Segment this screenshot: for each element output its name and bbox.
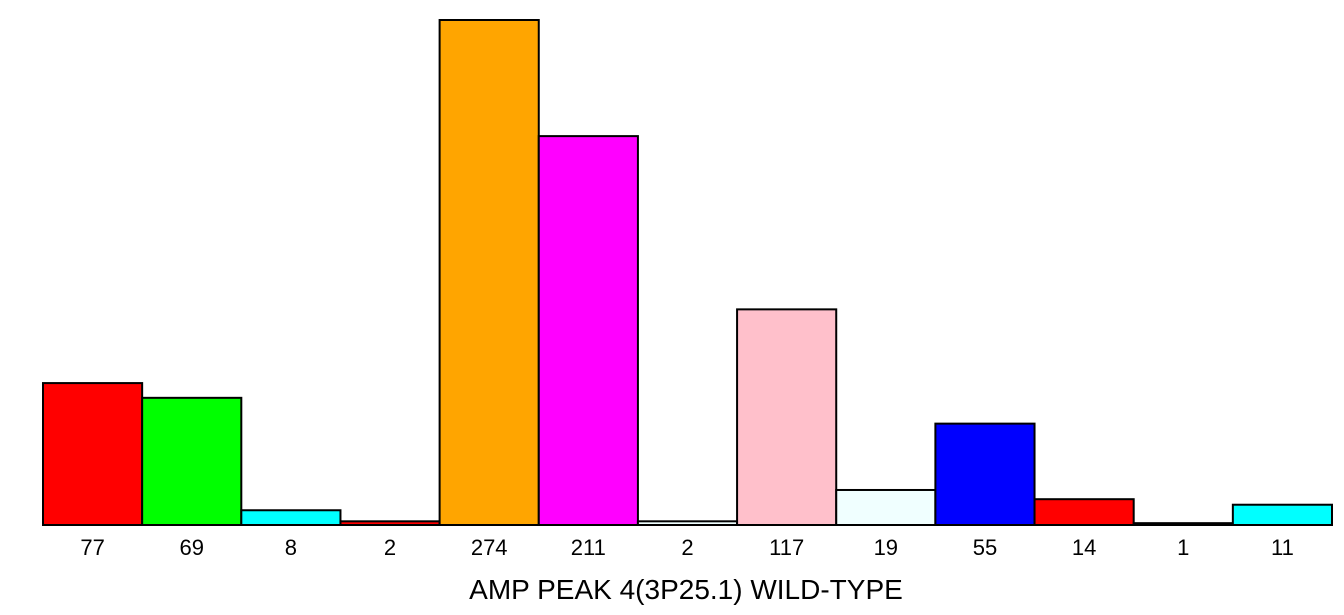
bar-label-8: 19	[874, 535, 898, 560]
bar-label-1: 69	[179, 535, 203, 560]
bar-label-12: 11	[1271, 535, 1294, 560]
bar-label-5: 211	[571, 535, 606, 560]
bar-0	[42, 382, 144, 527]
bar-8	[835, 488, 937, 526]
bar-4	[438, 19, 540, 526]
bar-10	[1033, 498, 1135, 527]
bar-11	[1132, 522, 1234, 526]
bar-1	[141, 396, 243, 526]
bar-2	[240, 509, 342, 526]
bar-12	[1231, 503, 1334, 527]
bar-label-7: 117	[769, 535, 804, 560]
bar-9	[934, 422, 1036, 526]
bars-group	[42, 19, 1334, 527]
bar-labels-group: 77 69 8 2 274 211 2 117 19 55 14 1 11	[80, 535, 1294, 560]
bar-label-2: 8	[285, 535, 297, 560]
bar-label-3: 2	[384, 535, 396, 560]
bar-5	[537, 135, 639, 527]
bar-label-6: 2	[681, 535, 693, 560]
x-axis-label: AMP PEAK 4(3P25.1) WILD-TYPE	[469, 574, 903, 605]
bar-7	[736, 308, 838, 527]
bar-label-9: 55	[973, 535, 997, 560]
bar-label-10: 14	[1072, 535, 1096, 560]
bar-3	[339, 520, 441, 526]
bar-label-4: 274	[471, 535, 508, 560]
bar-label-11: 1	[1177, 535, 1189, 560]
bar-label-0: 77	[80, 535, 104, 560]
bar-6	[636, 520, 739, 526]
